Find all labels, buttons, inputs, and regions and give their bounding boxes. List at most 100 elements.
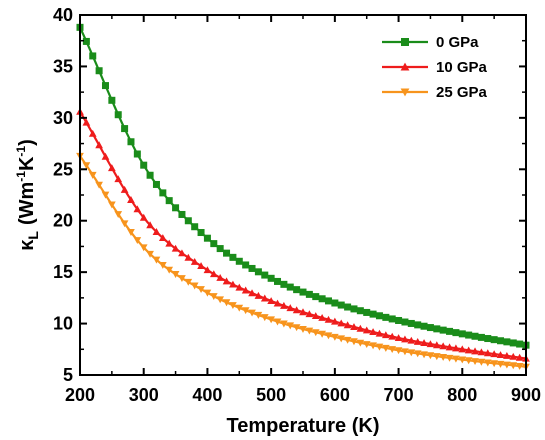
data-point [223, 249, 231, 257]
data-point [101, 191, 110, 199]
data-point [458, 330, 466, 338]
data-point [490, 336, 498, 344]
data-point [216, 273, 225, 281]
data-point [305, 310, 314, 318]
data-point [452, 344, 460, 352]
data-point [305, 290, 313, 298]
y-tick-label: 15 [53, 262, 73, 282]
y-axis-sub: L [25, 231, 41, 240]
data-point [120, 185, 129, 193]
data-point [293, 286, 301, 294]
data-point [242, 261, 250, 269]
data-point [503, 351, 511, 359]
data-point [127, 196, 135, 203]
y-tick-label: 25 [53, 159, 73, 179]
data-point [280, 301, 288, 309]
legend-marker [400, 62, 410, 71]
data-point [483, 349, 492, 357]
data-point [88, 171, 97, 179]
data-point [152, 228, 161, 235]
data-point [165, 266, 174, 274]
data-point [381, 344, 390, 352]
data-point [324, 297, 332, 305]
data-point [350, 338, 358, 346]
data-point [311, 329, 320, 337]
data-point [190, 257, 199, 265]
data-point [426, 324, 434, 332]
data-point [356, 324, 365, 332]
data-point [445, 343, 454, 351]
data-point [337, 301, 345, 309]
data-point [229, 253, 237, 261]
data-point [312, 293, 320, 301]
data-point [95, 67, 103, 75]
data-point [413, 337, 422, 345]
series-10-gpa [76, 107, 530, 362]
data-point [286, 322, 295, 330]
data-point [388, 315, 396, 323]
data-point [158, 261, 167, 269]
data-point [516, 340, 524, 348]
data-point [203, 234, 211, 242]
legend-label: 10 GPa [436, 59, 488, 76]
data-point [235, 304, 244, 312]
data-point [82, 37, 90, 45]
data-point [331, 317, 339, 325]
data-point [343, 321, 352, 329]
legend-marker [401, 38, 409, 46]
data-point [503, 338, 511, 346]
data-point [407, 336, 416, 344]
data-point [172, 204, 180, 212]
data-point [299, 325, 307, 333]
data-point [152, 256, 161, 264]
data-point [292, 324, 301, 332]
data-point [280, 280, 288, 288]
data-point [465, 331, 473, 339]
data-point [375, 329, 384, 337]
x-tick-label: 800 [447, 385, 477, 405]
data-point [197, 286, 205, 293]
data-point [158, 234, 167, 242]
y-axis-title: κL(Wm-1K-1) [14, 139, 41, 251]
data-point [82, 118, 91, 126]
legend-label: 0 GPa [436, 34, 479, 51]
legend-label: 25 GPa [436, 84, 488, 101]
data-point [274, 277, 282, 285]
data-point [101, 82, 109, 90]
data-point [356, 307, 364, 315]
legend: 0 GPa 10 GPa 25 GPa [382, 34, 488, 101]
data-point [509, 352, 518, 360]
data-point [229, 280, 237, 288]
data-point [432, 341, 441, 349]
data-point [210, 240, 218, 248]
data-point [216, 296, 225, 304]
y-axis-open: (Wm [16, 182, 38, 225]
legend-entry: 0 GPa [382, 34, 479, 51]
data-point [490, 350, 498, 358]
data-point [165, 197, 173, 205]
data-point [305, 327, 314, 335]
data-point [420, 351, 428, 359]
data-point [318, 295, 326, 303]
data-point [337, 319, 346, 327]
data-point [420, 339, 428, 347]
data-point [254, 291, 263, 299]
data-point [89, 52, 97, 60]
data-point [260, 294, 269, 302]
data-point [471, 347, 479, 355]
data-point [452, 329, 460, 337]
data-point [375, 343, 384, 351]
data-point [458, 356, 467, 364]
x-tick-label: 900 [511, 385, 541, 405]
data-point [299, 288, 307, 296]
data-point [477, 358, 486, 366]
data-point [318, 313, 326, 321]
x-tick-label: 500 [256, 385, 286, 405]
data-point [395, 316, 403, 324]
data-point [369, 310, 377, 318]
data-point [241, 307, 250, 315]
data-point [108, 201, 116, 209]
data-point [254, 311, 263, 319]
x-tick-label: 200 [65, 385, 95, 405]
